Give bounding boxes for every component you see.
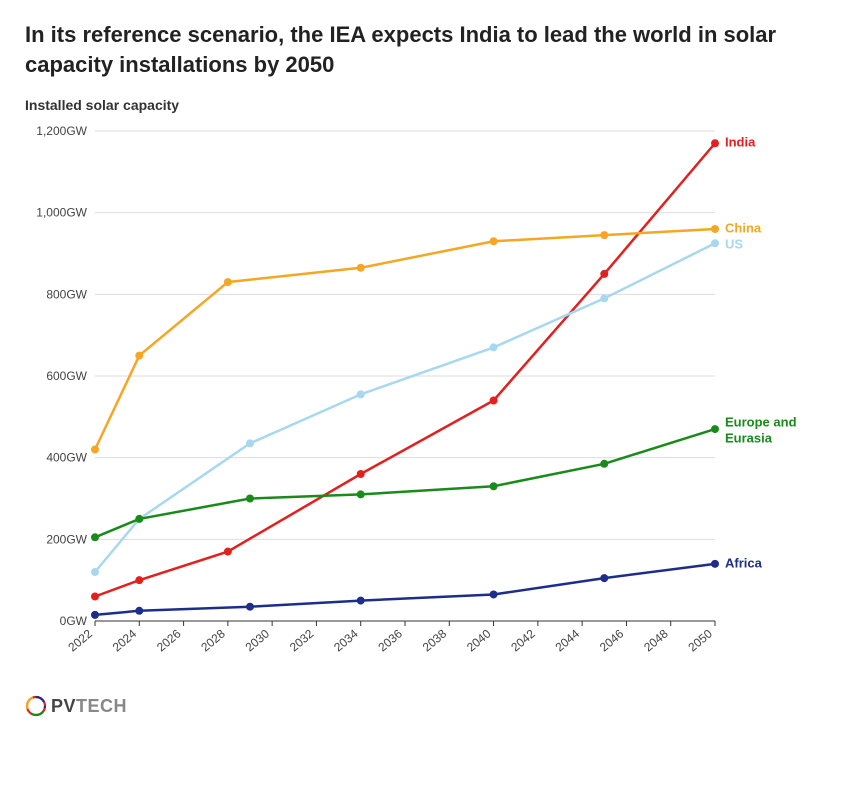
y-tick-label: 1,200GW xyxy=(36,124,87,138)
data-point xyxy=(357,597,365,605)
x-tick-label: 2036 xyxy=(375,627,405,655)
series-label: India xyxy=(725,135,756,150)
chart-title: In its reference scenario, the IEA expec… xyxy=(25,20,833,79)
data-point xyxy=(490,397,498,405)
data-point xyxy=(490,238,498,246)
series-line-china xyxy=(95,229,715,450)
data-point xyxy=(91,611,99,619)
data-point xyxy=(711,425,719,433)
data-point xyxy=(224,548,232,556)
data-point xyxy=(600,460,608,468)
y-tick-label: 400GW xyxy=(46,451,87,465)
x-tick-label: 2022 xyxy=(65,627,95,655)
series-label: China xyxy=(725,221,762,236)
x-tick-label: 2050 xyxy=(685,627,715,655)
x-tick-label: 2034 xyxy=(331,627,361,655)
series-label: Eurasia xyxy=(725,431,773,446)
x-tick-label: 2038 xyxy=(420,627,450,655)
data-point xyxy=(600,575,608,583)
y-tick-label: 600GW xyxy=(46,369,87,383)
x-tick-label: 2040 xyxy=(464,627,494,655)
logo-text: PVTECH xyxy=(51,696,127,717)
data-point xyxy=(711,225,719,233)
x-tick-label: 2024 xyxy=(110,627,140,655)
data-point xyxy=(711,140,719,148)
data-point xyxy=(135,352,143,360)
data-point xyxy=(357,491,365,499)
source-logo: PVTECH xyxy=(25,695,833,717)
data-point xyxy=(600,295,608,303)
data-point xyxy=(135,515,143,523)
y-tick-label: 800GW xyxy=(46,288,87,302)
data-point xyxy=(357,391,365,399)
line-chart: 0GW 200GW 400GW 600GW 800GW 1,000GW 1,200GW 202… xyxy=(25,121,833,681)
data-point xyxy=(91,534,99,542)
data-point xyxy=(600,232,608,240)
data-point xyxy=(711,560,719,568)
data-point xyxy=(91,446,99,454)
x-tick-label: 2046 xyxy=(597,627,627,655)
data-point xyxy=(711,240,719,248)
x-tick-label: 2030 xyxy=(243,627,273,655)
data-point xyxy=(246,495,254,503)
series-label: US xyxy=(725,237,743,252)
chart-area: 0GW 200GW 400GW 600GW 800GW 1,000GW 1,200GW 202… xyxy=(25,121,833,681)
data-point xyxy=(490,591,498,599)
logo-main: PV xyxy=(51,696,76,716)
data-point xyxy=(91,568,99,576)
x-tick-label: 2028 xyxy=(198,627,228,655)
data-point xyxy=(135,607,143,615)
logo-icon xyxy=(25,695,47,717)
y-tick-label: 200GW xyxy=(46,533,87,547)
logo-sub: TECH xyxy=(76,696,127,716)
x-tick-label: 2048 xyxy=(641,627,671,655)
series-line-india xyxy=(95,144,715,597)
chart-subtitle: Installed solar capacity xyxy=(25,97,833,113)
series-label: Africa xyxy=(725,556,763,571)
data-point xyxy=(246,603,254,611)
series-label: Europe and xyxy=(725,415,797,430)
data-point xyxy=(135,577,143,585)
data-point xyxy=(490,344,498,352)
data-point xyxy=(246,440,254,448)
x-tick-label: 2032 xyxy=(287,627,317,655)
data-point xyxy=(224,278,232,286)
series-line-europe-and-eurasia xyxy=(95,429,715,537)
x-tick-label: 2044 xyxy=(553,627,583,655)
data-point xyxy=(357,264,365,272)
data-point xyxy=(490,483,498,491)
x-tick-label: 2042 xyxy=(508,627,538,655)
x-tick-label: 2026 xyxy=(154,627,184,655)
series-line-africa xyxy=(95,564,715,615)
y-tick-label: 1,000GW xyxy=(36,206,87,220)
data-point xyxy=(357,470,365,478)
data-point xyxy=(600,270,608,278)
series-line-us xyxy=(95,244,715,573)
data-point xyxy=(91,593,99,601)
y-tick-label: 0GW xyxy=(60,614,88,628)
